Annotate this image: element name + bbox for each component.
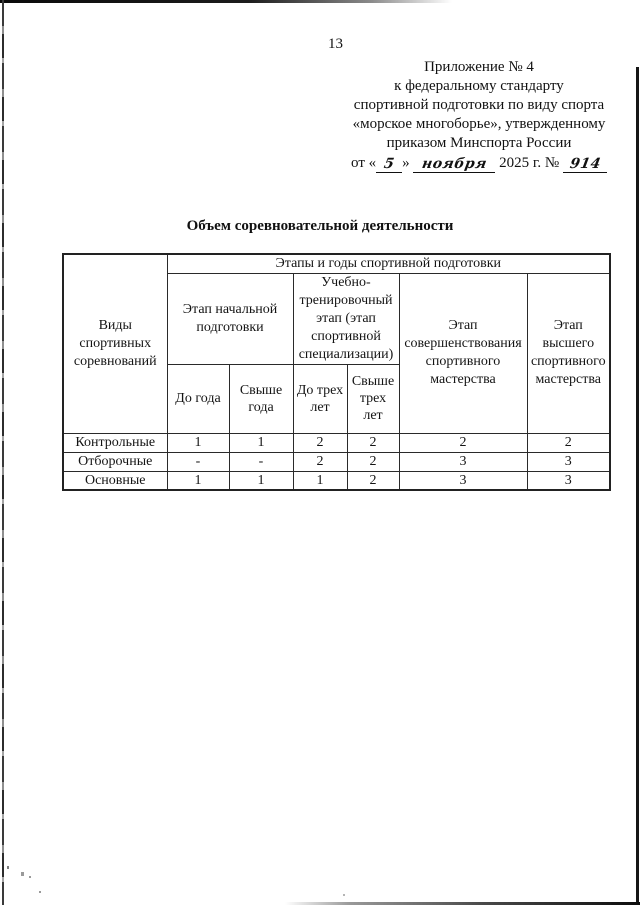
row-label: Отборочные	[62, 451, 168, 472]
appendix-date-line: от « 5 » ноября 2025 г. № 914	[340, 154, 618, 173]
row-header-cell: Виды спортивных соревнований	[62, 253, 168, 434]
table-row: Отборочные - - 2 2 3 3	[62, 451, 611, 472]
cell: 1	[228, 432, 294, 453]
appendix-line-1: Приложение № 4	[424, 59, 534, 75]
stage-highest-cell: Этап высшего спортивного мастерства	[526, 272, 611, 434]
cell: 1	[292, 470, 348, 491]
date-day-blank: 5	[376, 156, 403, 173]
scan-speck	[39, 891, 41, 893]
cell: 3	[398, 451, 528, 472]
appendix-line-5: приказом Минспорта России	[386, 135, 572, 151]
cell: 2	[292, 451, 348, 472]
stage-improvement-cell: Этап совершенствования спортивного масте…	[398, 272, 528, 434]
stage-initial-cell: Этап начальной подготовки	[166, 272, 294, 365]
order-number-blank: 914	[562, 156, 607, 173]
cell: 2	[346, 451, 400, 472]
table-title: Объем соревновательной деятельности	[186, 218, 454, 234]
date-prefix: от «	[351, 155, 377, 171]
stages-header-cell: Этапы и годы спортивной подготовки	[166, 253, 611, 274]
sub-over-3years-cell: Свыше трех лет	[346, 363, 400, 434]
cell: 1	[228, 470, 294, 491]
cell: -	[228, 451, 294, 472]
cell: -	[166, 451, 230, 472]
cell: 3	[398, 470, 528, 491]
date-month-blank: ноября	[413, 156, 496, 173]
scan-edge-left	[2, 0, 4, 905]
cell: 2	[398, 432, 528, 453]
cell: 2	[526, 432, 611, 453]
scan-edge-bottom	[285, 902, 640, 905]
cell: 3	[526, 451, 611, 472]
scan-speck	[29, 876, 31, 878]
table-row: Основные 1 1 1 2 3 3	[62, 470, 611, 491]
appendix-line-3: спортивной подготовки по виду спорта	[353, 97, 605, 113]
row-label: Контрольные	[62, 432, 168, 453]
scan-speck	[21, 872, 24, 876]
scan-edge-right	[636, 67, 639, 905]
cell: 1	[166, 432, 230, 453]
stage-training-cell: Учебно-тренировочный этап (этап спортивн…	[292, 272, 400, 365]
table-row: Контрольные 1 1 2 2 2 2	[62, 432, 611, 453]
competition-volume-table-wrap: Виды спортивных соревнований Этапы и год…	[62, 253, 612, 491]
page-number: 13	[328, 36, 343, 52]
date-close-quote: »	[402, 155, 410, 171]
competition-volume-table: Виды спортивных соревнований Этапы и год…	[62, 253, 612, 491]
date-year: 2025 г. №	[499, 155, 560, 171]
cell: 2	[346, 432, 400, 453]
sub-over-year-cell: Свыше года	[228, 363, 294, 434]
row-label: Основные	[62, 470, 168, 491]
appendix-line-4: «морское многоборье», утвержденному	[352, 116, 606, 132]
cell: 2	[292, 432, 348, 453]
scan-speck	[343, 894, 345, 896]
sub-upto-3years-cell: До трех лет	[292, 363, 348, 434]
appendix-header: Приложение № 4 к федеральному стандарту …	[340, 58, 618, 173]
cell: 2	[346, 470, 400, 491]
scan-edge-top	[0, 0, 452, 3]
handwritten-order-number: 914	[568, 156, 602, 172]
appendix-line-2: к федеральному стандарту	[394, 78, 564, 94]
cell: 1	[166, 470, 230, 491]
scan-speck	[7, 866, 9, 869]
handwritten-day: 5	[382, 156, 396, 172]
handwritten-month: ноября	[420, 156, 489, 172]
sub-upto-year-cell: До года	[166, 363, 230, 434]
cell: 3	[526, 470, 611, 491]
